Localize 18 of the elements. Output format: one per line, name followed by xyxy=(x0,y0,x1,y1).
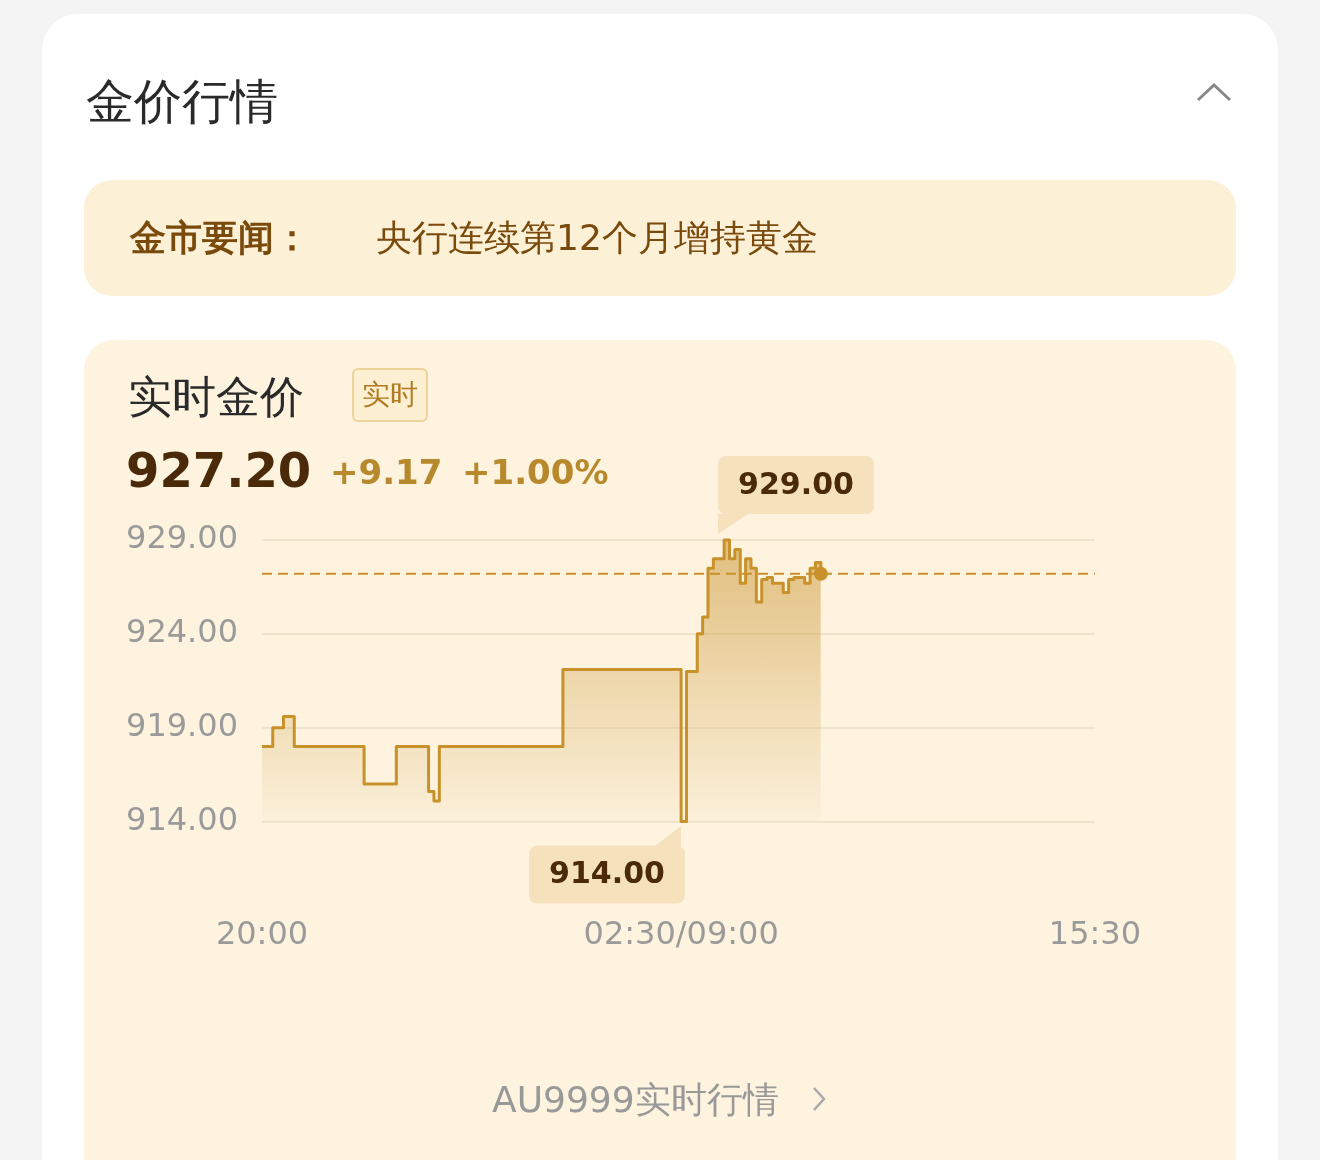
x-tick-label: 15:30 xyxy=(1048,914,1141,953)
text: AU9999实时行情 xyxy=(492,1078,779,1122)
y-tick-label: 929.00 xyxy=(126,518,238,557)
y-tick-label: 914.00 xyxy=(126,799,238,838)
text: +9.17 xyxy=(330,452,443,492)
y-tick-label: 919.00 xyxy=(126,706,238,745)
text: 927.20 xyxy=(126,442,312,498)
text: 929.00 xyxy=(738,465,854,501)
text: 914.00 xyxy=(549,855,665,891)
text: +1.00% xyxy=(462,452,609,492)
text: 央行连续第12个月增持黄金 xyxy=(376,216,818,260)
x-tick-label: 02:30/09:00 xyxy=(583,914,779,953)
text: 实时 xyxy=(352,368,428,422)
chart-title: 金价行情 xyxy=(86,72,278,131)
chart-subtitle: 实时金价 xyxy=(128,370,304,424)
y-tick-label: 924.00 xyxy=(126,612,238,651)
x-tick-label: 20:00 xyxy=(215,914,309,953)
text: 金市要闻： xyxy=(130,216,310,260)
